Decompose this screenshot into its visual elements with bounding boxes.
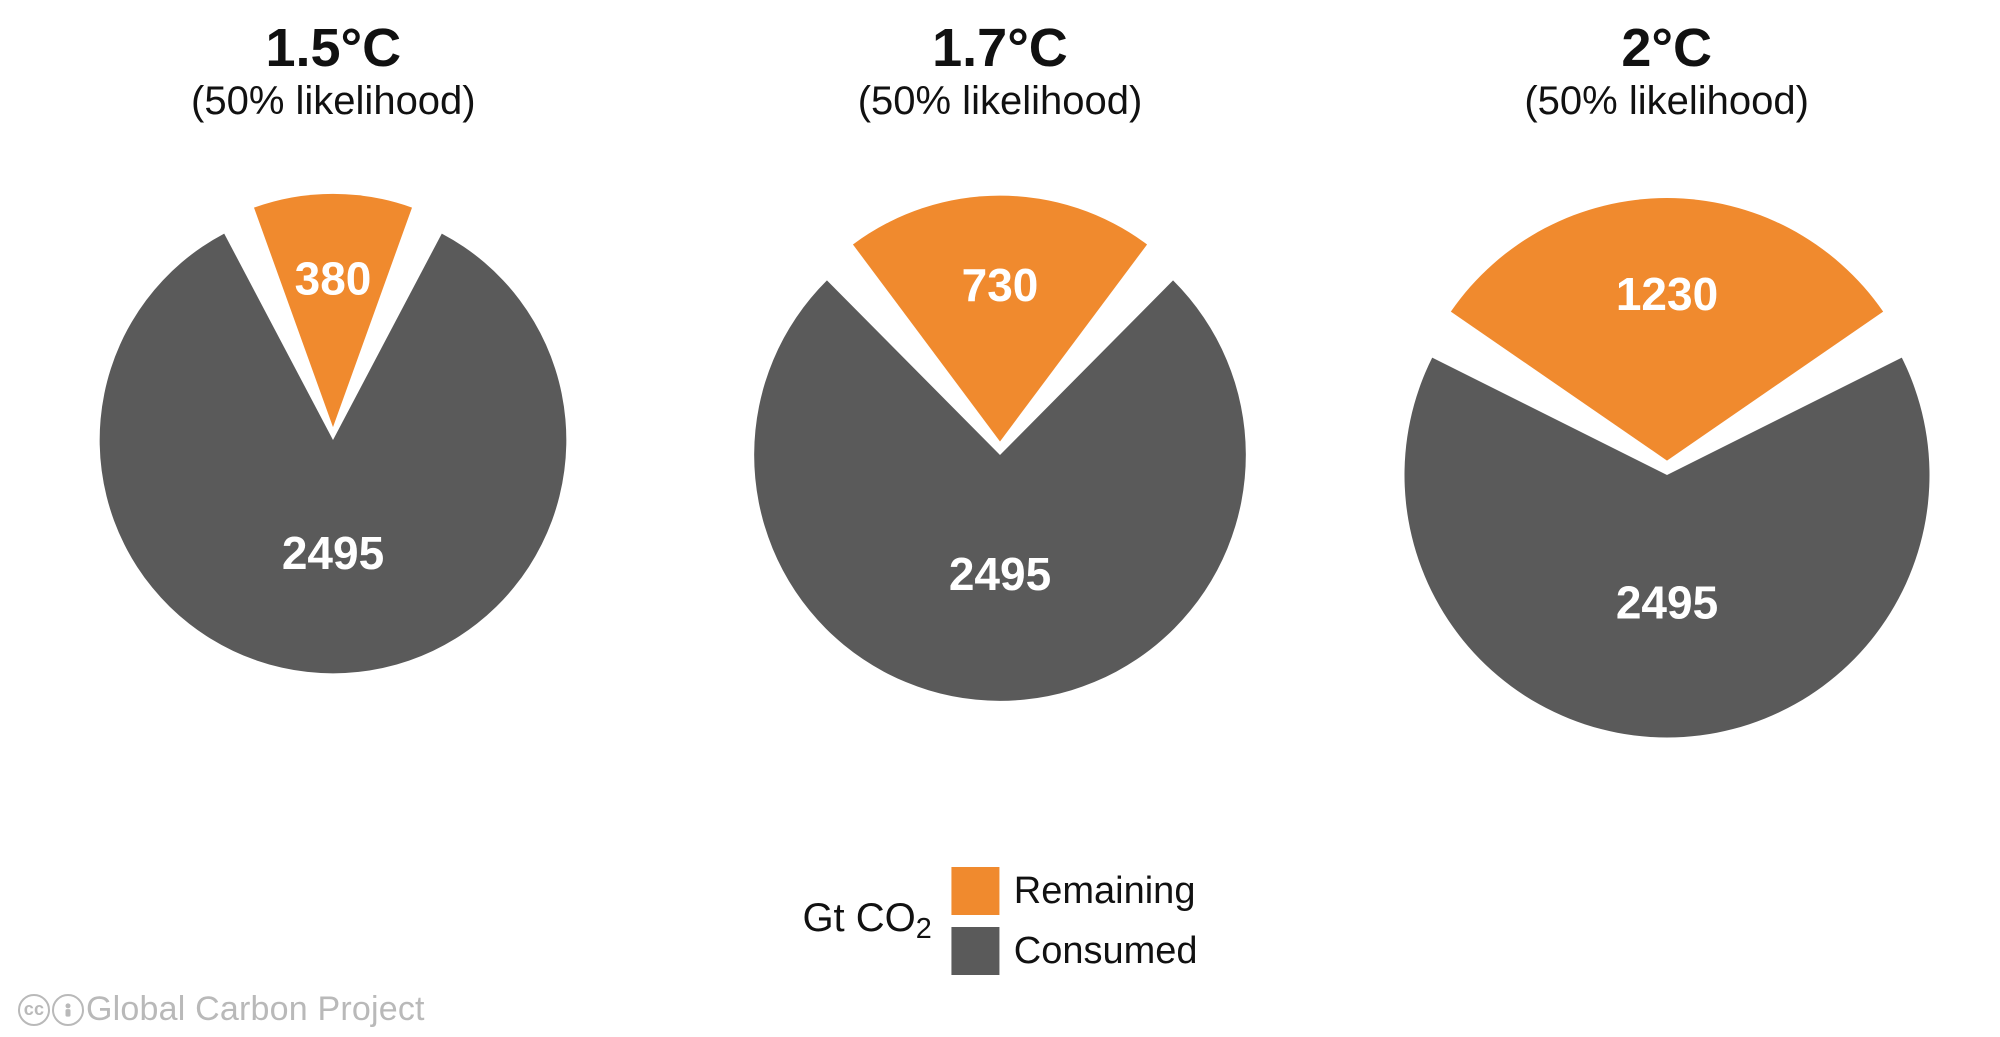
pie-value-remaining: 730 [962,259,1039,311]
pie-value-remaining: 380 [295,252,372,304]
cc-icon: cc [18,994,50,1026]
pie-value-consumed: 2495 [949,548,1051,600]
legend-label-remaining: Remaining [1014,870,1196,913]
chart-cell-1p7: 1.7°C (50% likelihood) 730 2495 [680,20,1320,755]
legend-item-remaining: Remaining [952,867,1198,915]
legend-unit: Gt CO2 [802,896,931,946]
pie-value-remaining: 1230 [1615,268,1717,320]
chart-title: 1.7°C [932,20,1068,77]
pie-value-consumed: 2495 [282,527,384,579]
pie-value-consumed: 2495 [1615,576,1717,628]
chart-cell-2p0: 2°C (50% likelihood) 1230 2495 [1347,20,1987,795]
legend-item-consumed: Consumed [952,927,1198,975]
charts-row: 1.5°C (50% likelihood) 380 2495 1.7°C (50… [0,0,2000,795]
chart-cell-1p5: 1.5°C (50% likelihood) 380 2495 [13,20,653,725]
chart-subtitle: (50% likelihood) [1524,79,1809,124]
legend-swatch-consumed [952,927,1000,975]
legend-items: Remaining Consumed [952,867,1198,975]
chart-title: 1.5°C [265,20,401,77]
cc-by-icon [52,994,84,1026]
legend-label-consumed: Consumed [1014,930,1198,973]
chart-subtitle: (50% likelihood) [191,79,476,124]
figure-root: 1.5°C (50% likelihood) 380 2495 1.7°C (50… [0,0,2000,1037]
pie-chart: 1230 2495 [1352,160,1982,795]
pie-chart: 730 2495 [705,160,1295,755]
credit: cc Global Carbon Project [18,990,425,1029]
legend-unit-subscript: 2 [916,913,932,945]
legend-swatch-remaining [952,867,1000,915]
chart-subtitle: (50% likelihood) [858,79,1143,124]
pie-chart: 380 2495 [53,160,613,725]
credit-text: Global Carbon Project [86,990,425,1029]
legend-unit-text: Gt CO [802,896,915,940]
legend: Gt CO2 Remaining Consumed [802,867,1197,975]
chart-title: 2°C [1621,20,1712,77]
